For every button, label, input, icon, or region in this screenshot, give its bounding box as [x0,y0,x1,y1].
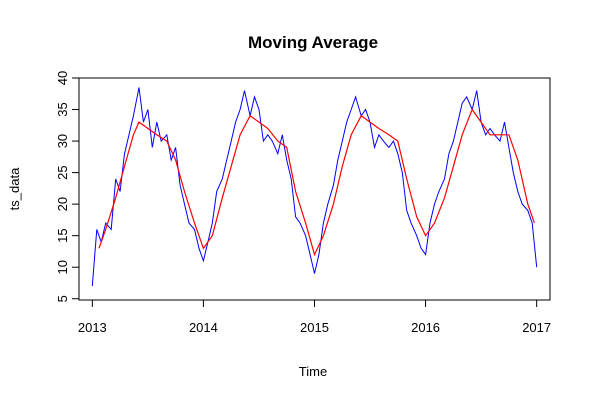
x-axis: 2013 2014 2015 2016 2017 [78,300,551,335]
chart-title: Moving Average [248,33,378,52]
moving-average-line [98,108,535,257]
y-tick-label: 40 [55,71,70,85]
y-axis-label: ts_data [7,167,22,210]
y-axis: 5 10 15 20 25 30 35 40 [55,71,79,302]
series-layer [91,87,538,287]
y-tick-label: 15 [55,228,70,242]
y-tick-label: 25 [55,165,70,179]
x-tick-label: 2014 [189,320,218,335]
y-tick-label: 10 [55,260,70,274]
y-tick-label: 20 [55,197,70,211]
y-tick-label: 5 [55,295,70,302]
x-tick-label: 2017 [522,320,551,335]
x-axis-label: Time [299,364,327,379]
y-tick-label: 35 [55,102,70,116]
y-tick-label: 30 [55,134,70,148]
x-tick-label: 2013 [78,320,107,335]
x-tick-label: 2016 [411,320,440,335]
raw-series-line [91,87,538,287]
x-tick-label: 2015 [300,320,329,335]
